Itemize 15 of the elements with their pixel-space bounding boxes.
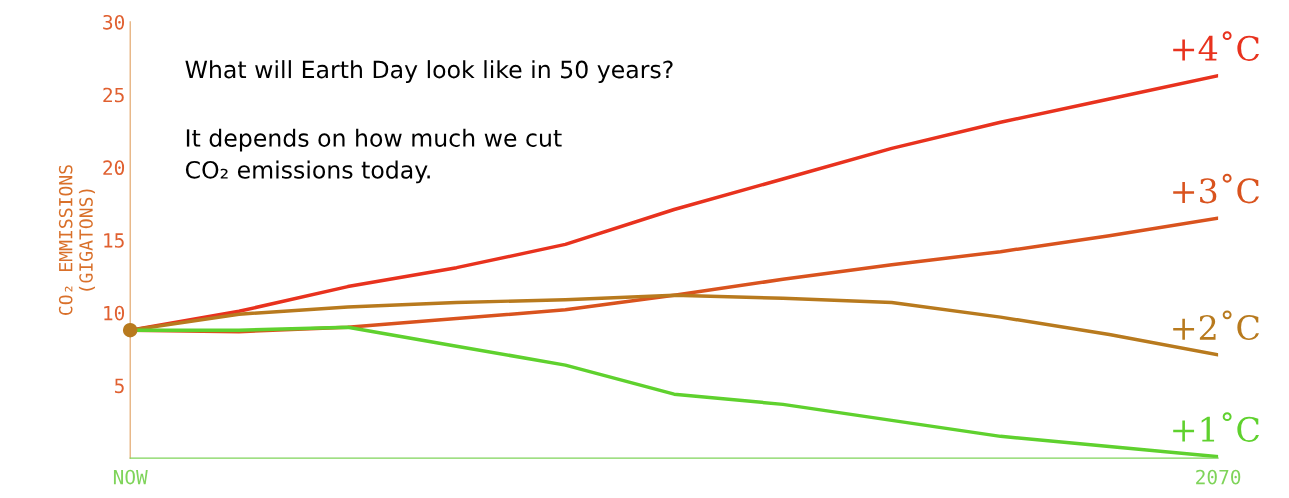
y-axis-title: CO₂ EMMISSIONS (GIGATONS): [58, 165, 95, 315]
y-tick-label: 5: [114, 378, 124, 394]
series-label: +3˚C: [1173, 173, 1259, 204]
x-tick-label: NOW: [113, 469, 148, 485]
y-tick-label: 10: [104, 305, 125, 321]
series-label: +4˚C: [1173, 31, 1259, 61]
y-tick-label: 20: [103, 160, 125, 176]
y-tick-label: 15: [104, 233, 124, 248]
x-tick-label: 2070: [1196, 469, 1241, 485]
y-tick-label: 30: [103, 14, 125, 30]
series-label: +1˚C: [1173, 412, 1259, 442]
annotation: What will Earth Day look like in 50 years?: [185, 60, 673, 83]
series-label: +2˚C: [1173, 310, 1259, 341]
y-tick-label: 25: [103, 87, 124, 103]
annotation: It depends on how much we cut CO₂ emissions today.: [185, 128, 562, 184]
